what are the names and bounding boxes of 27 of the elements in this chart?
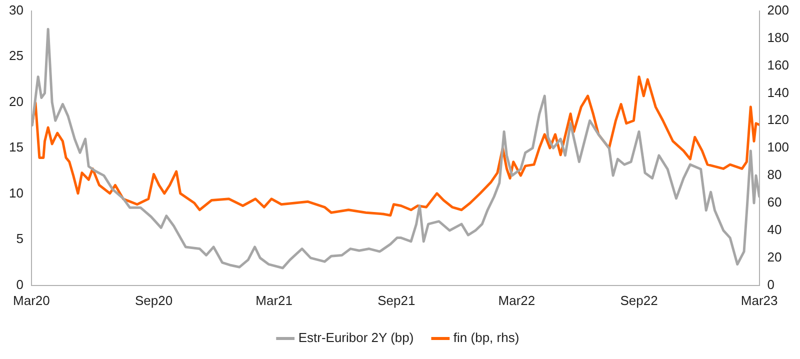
y2-tick-label: 100 (767, 140, 790, 155)
y-tick-label: 5 (16, 231, 24, 246)
y-tick-label: 25 (8, 48, 24, 64)
y-tick-label: 15 (8, 140, 24, 155)
x-tick-label: Mar21 (256, 292, 293, 308)
y2-tick-label: 60 (767, 194, 782, 210)
x-tick-label: Sep20 (134, 292, 173, 308)
x-tick-label: Mar22 (498, 292, 536, 308)
y-tick-label: 10 (8, 185, 24, 200)
legend-label: Estr-Euribor 2Y (bp) (298, 330, 414, 346)
legend-label: fin (bp, rhs) (453, 330, 520, 346)
x-tick-label: Sep21 (378, 292, 416, 308)
y-tick-label: 30 (8, 2, 24, 18)
y-tick-label: 0 (16, 276, 24, 292)
y2-tick-label: 20 (767, 250, 782, 265)
y2-tick-label: 140 (767, 84, 790, 100)
y2-tick-label: 160 (767, 57, 790, 72)
y2-tick-label: 40 (767, 222, 782, 238)
x-tick-label: Mar20 (13, 292, 50, 308)
y2-tick-label: 120 (767, 112, 790, 128)
y2-tick-label: 200 (767, 2, 790, 18)
x-tick-label: Sep22 (620, 292, 658, 308)
x-tick-label: Mar23 (740, 292, 778, 308)
y2-tick-label: 180 (767, 30, 790, 45)
y2-tick-label: 80 (767, 167, 782, 182)
y2-tick-label: 0 (767, 276, 775, 292)
y-tick-label: 20 (8, 94, 24, 109)
